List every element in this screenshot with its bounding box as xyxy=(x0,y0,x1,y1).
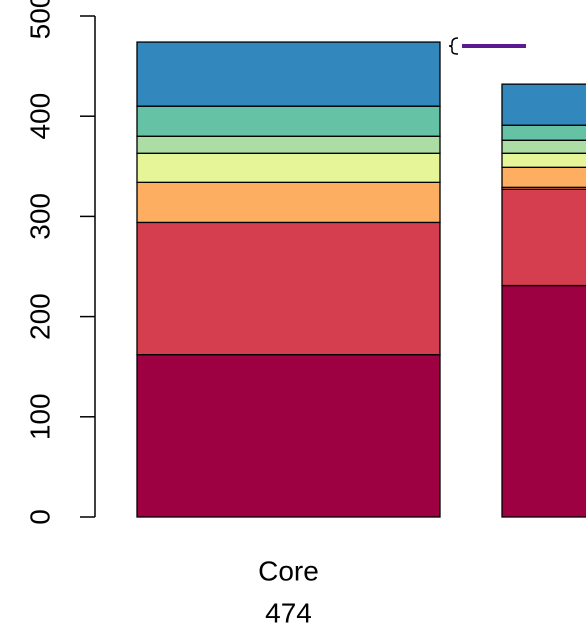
bar-segment xyxy=(501,188,586,287)
bar-segment xyxy=(501,139,586,154)
y-tick-label: 500 xyxy=(24,0,55,39)
bar-segment xyxy=(501,124,586,141)
bar-segment xyxy=(136,152,441,183)
bar-segment xyxy=(136,354,441,518)
bar-segment xyxy=(501,166,586,188)
y-tick-label: 200 xyxy=(24,293,55,340)
y-tick-label: 400 xyxy=(24,93,55,140)
bar-segment xyxy=(136,221,441,356)
bar-segment xyxy=(136,135,441,154)
bar-segment xyxy=(136,181,441,224)
bar-segment xyxy=(501,284,586,518)
total-label: 474 xyxy=(265,597,312,628)
bar-segment xyxy=(501,152,586,168)
x-tick-label: Core xyxy=(258,555,319,586)
annotation-bracket xyxy=(448,37,459,55)
bar-segment xyxy=(136,105,441,137)
y-tick-label: 100 xyxy=(24,393,55,440)
bar-segment xyxy=(136,41,441,107)
bar-segment xyxy=(501,186,586,190)
bar-segment xyxy=(501,83,586,126)
y-tick-label: 300 xyxy=(24,193,55,240)
y-tick-label: 0 xyxy=(24,509,55,525)
